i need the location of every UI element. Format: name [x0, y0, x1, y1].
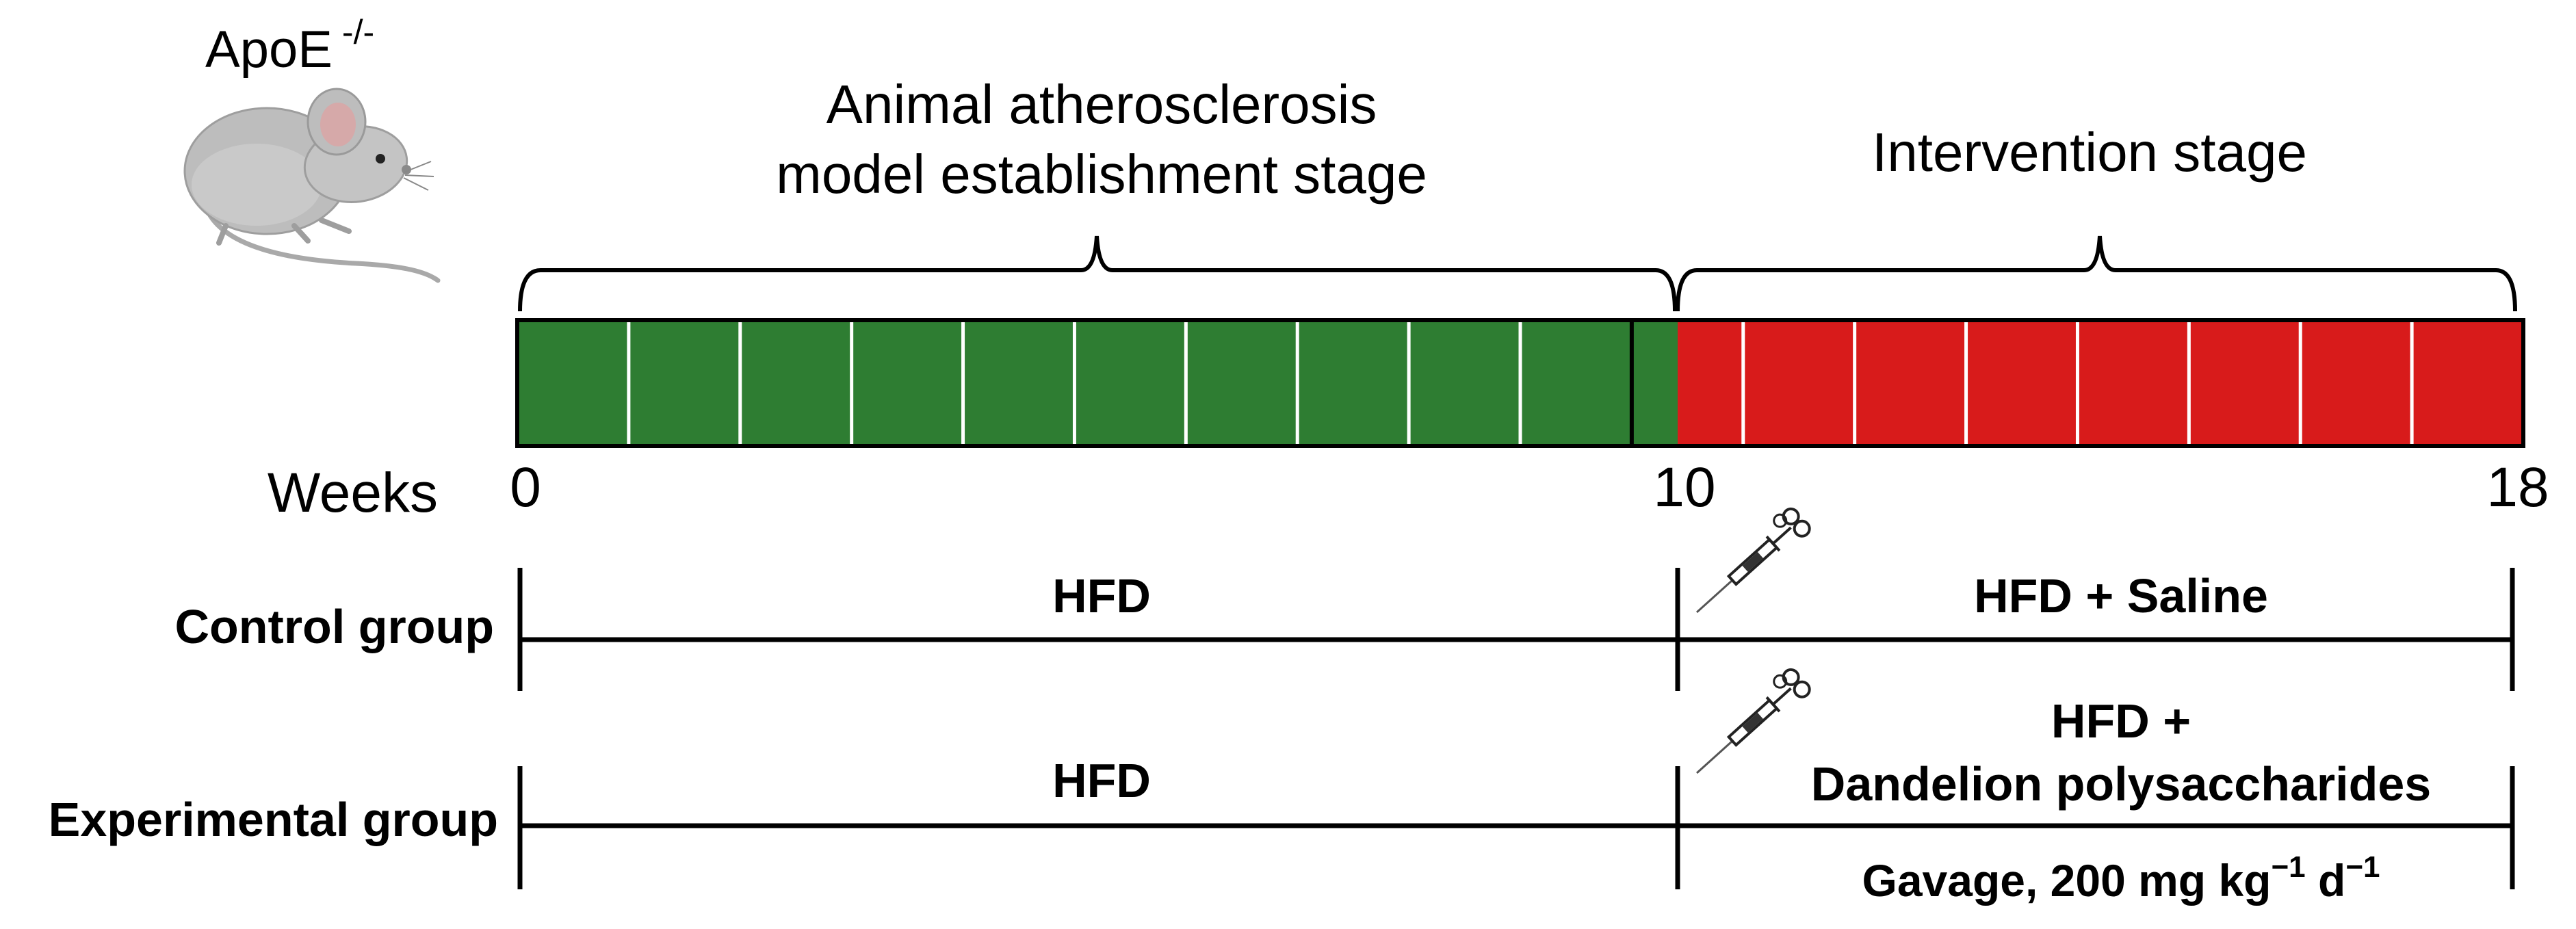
dosage-exponent-1: −1: [2271, 850, 2305, 884]
establishment-segment: [517, 320, 1678, 446]
dosage-unit-2: d: [2306, 855, 2346, 906]
weeks-axis-label: Weeks: [268, 462, 438, 524]
experimental-group-row: Experimental group HFD HFD + Dandelion p…: [49, 694, 2515, 906]
strain-label: ApoE -/-: [205, 13, 374, 79]
syringe-icon: [1695, 668, 1811, 774]
strain-name: ApoE: [205, 21, 333, 79]
intervention-stage-label: Intervention stage: [1872, 122, 2307, 183]
experimental-phase2-line2: Dandelion polysaccharides: [1811, 757, 2431, 811]
establishment-brace: [518, 235, 1677, 312]
syringe-icon: [1695, 507, 1811, 614]
dosage-exponent-2: −1: [2345, 850, 2380, 884]
control-group-label: Control group: [174, 600, 494, 653]
experimental-phase1-label: HFD: [1052, 754, 1151, 807]
establishment-stage-line1: Animal atherosclerosis: [827, 74, 1377, 135]
week-dividers: [627, 320, 2414, 446]
control-group-row: Control group HFD HFD + Saline: [174, 568, 2515, 691]
timeline-bar: [515, 318, 2525, 448]
tick-label-0: 0: [510, 456, 541, 519]
mouse-icon: [183, 88, 441, 283]
experimental-group-label: Experimental group: [49, 793, 498, 846]
strain-superscript: -/-: [342, 13, 374, 51]
tick-label-18: 18: [2486, 456, 2549, 519]
intervention-brace: [1676, 235, 2517, 312]
control-phase2-label: HFD + Saline: [1974, 569, 2268, 623]
intervention-segment: [1678, 320, 2523, 446]
experimental-dosage: Gavage, 200 mg kg−1 d−1: [1862, 850, 2380, 906]
timeline-outline: [515, 318, 2525, 448]
control-phase1-label: HFD: [1052, 569, 1151, 623]
establishment-stage-line2: model establishment stage: [776, 144, 1427, 205]
experimental-phase2-line1: HFD +: [2051, 694, 2191, 748]
dosage-text: Gavage, 200 mg kg: [1862, 855, 2272, 906]
tick-label-10: 10: [1653, 456, 1715, 519]
